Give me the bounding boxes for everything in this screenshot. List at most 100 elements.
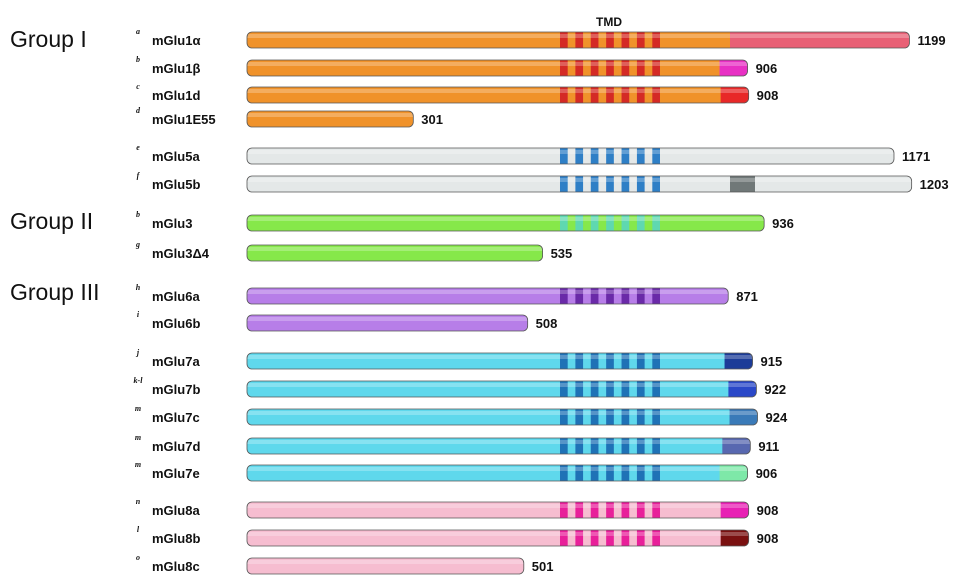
tmd-segment <box>590 215 599 231</box>
tmd-segment <box>652 60 660 76</box>
tmd-segment <box>636 438 645 454</box>
length-label: 1203 <box>920 177 949 192</box>
protein-bar-fill <box>247 60 748 76</box>
tmd-segment <box>621 87 630 103</box>
tmd-segment <box>636 353 645 369</box>
tmd-segment <box>652 438 660 454</box>
protein-bar-outline <box>246 408 758 426</box>
protein-bar-fill <box>247 176 912 192</box>
length-label: 1171 <box>902 149 930 164</box>
tmd-segment <box>636 409 645 425</box>
c-terminal-tail <box>722 438 751 454</box>
isoform-row-mglu8b: l mGlu8b 908 <box>137 525 778 547</box>
tmd-segment <box>606 32 614 48</box>
tmd-segment <box>560 176 568 192</box>
tmd-segment <box>590 502 599 518</box>
tmd-segment <box>636 530 645 546</box>
variant-name: mGlu7c <box>152 410 200 425</box>
isoform-row-mglu7e: m mGlu7e 906 <box>135 460 778 482</box>
tmd-segment <box>590 530 599 546</box>
isoform-row-mglu3: b mGlu3 936 <box>136 210 794 232</box>
length-label: 301 <box>421 112 443 127</box>
bar-highlight <box>247 504 749 508</box>
tmd-segment <box>560 438 568 454</box>
tmd-segment <box>621 381 630 397</box>
tmd-segment <box>560 465 568 481</box>
bar-highlight <box>247 532 749 536</box>
tmd-segment <box>560 409 568 425</box>
length-label: 906 <box>756 466 778 481</box>
bar-highlight <box>247 150 894 154</box>
tmd-segment <box>590 87 599 103</box>
length-label: 915 <box>761 354 783 369</box>
length-label: 508 <box>536 316 558 331</box>
variant-name: mGlu7a <box>152 354 200 369</box>
c-terminal-tail <box>720 530 749 546</box>
tmd-segment <box>636 148 645 164</box>
c-terminal-tail <box>729 409 758 425</box>
protein-bar-outline <box>246 244 543 262</box>
variant-name: mGlu1α <box>152 33 200 48</box>
footnote-marker: b <box>136 55 140 64</box>
insert-segment <box>730 176 755 192</box>
tmd-segment <box>621 502 630 518</box>
c-terminal-tail <box>720 502 749 518</box>
footnote-marker: k-l <box>134 376 144 385</box>
tmd-segment <box>590 60 599 76</box>
isoform-row-mglu7d: m mGlu7d 911 <box>135 433 779 455</box>
isoform-row-mglu1e55: d mGlu1E55 301 <box>136 106 443 128</box>
protein-bar-outline <box>246 59 748 77</box>
variant-name: mGlu7e <box>152 466 200 481</box>
length-label: 908 <box>757 88 779 103</box>
c-terminal-tail <box>724 353 753 369</box>
length-label: 922 <box>764 382 786 397</box>
protein-bar-outline <box>246 557 525 575</box>
isoform-row-mglu1-: b mGlu1β 906 <box>136 55 778 77</box>
c-terminal-tail <box>730 32 910 48</box>
footnote-marker: n <box>136 497 141 506</box>
length-label: 906 <box>756 61 778 76</box>
protein-bar-outline <box>246 175 913 193</box>
tmd-segment <box>575 438 584 454</box>
tmd-segment <box>590 438 599 454</box>
tmd-segment <box>560 32 568 48</box>
footnote-marker: c <box>136 82 140 91</box>
tmd-segment <box>606 465 614 481</box>
tmd-segment <box>636 215 645 231</box>
tmd-segment <box>606 438 614 454</box>
variant-name: mGlu6b <box>152 316 200 331</box>
protein-bar-outline <box>246 437 751 455</box>
tmd-segment <box>606 60 614 76</box>
tmd-segment <box>590 148 599 164</box>
tmd-segment <box>652 530 660 546</box>
isoform-rows: a mGlu1α 1199 b mGlu1β 906 c mGlu1d 908 d mGlu1E55… <box>134 27 949 575</box>
isoform-row-mglu8c: o mGlu8c 501 <box>136 553 554 575</box>
length-label: 871 <box>736 289 758 304</box>
tmd-segment <box>621 438 630 454</box>
length-label: 924 <box>766 410 788 425</box>
protein-bar <box>247 315 528 331</box>
tmd-segment <box>606 215 614 231</box>
tmd-segment <box>636 288 645 304</box>
bar-highlight <box>247 178 912 182</box>
protein-bar-outline <box>246 380 757 398</box>
tmd-segment <box>652 87 660 103</box>
bar-highlight <box>247 355 753 359</box>
tmd-segment <box>652 409 660 425</box>
variant-name: mGlu7b <box>152 382 200 397</box>
isoform-row-mglu6b: i mGlu6b 508 <box>137 310 558 332</box>
isoform-row-mglu8a: n mGlu8a 908 <box>136 497 778 519</box>
tmd-segment <box>590 409 599 425</box>
tmd-segment <box>575 87 584 103</box>
variant-name: mGlu8b <box>152 531 200 546</box>
tmd-segment <box>590 32 599 48</box>
isoform-row-mglu7b: k-l mGlu7b 922 <box>134 376 786 398</box>
tmd-segment <box>560 60 568 76</box>
protein-bar-fill <box>247 465 748 481</box>
variant-name: mGlu3Δ4 <box>152 246 210 261</box>
tmd-segment <box>575 215 584 231</box>
protein-bar-outline <box>246 501 750 519</box>
tmd-segment <box>652 215 660 231</box>
tmd-segment <box>636 87 645 103</box>
